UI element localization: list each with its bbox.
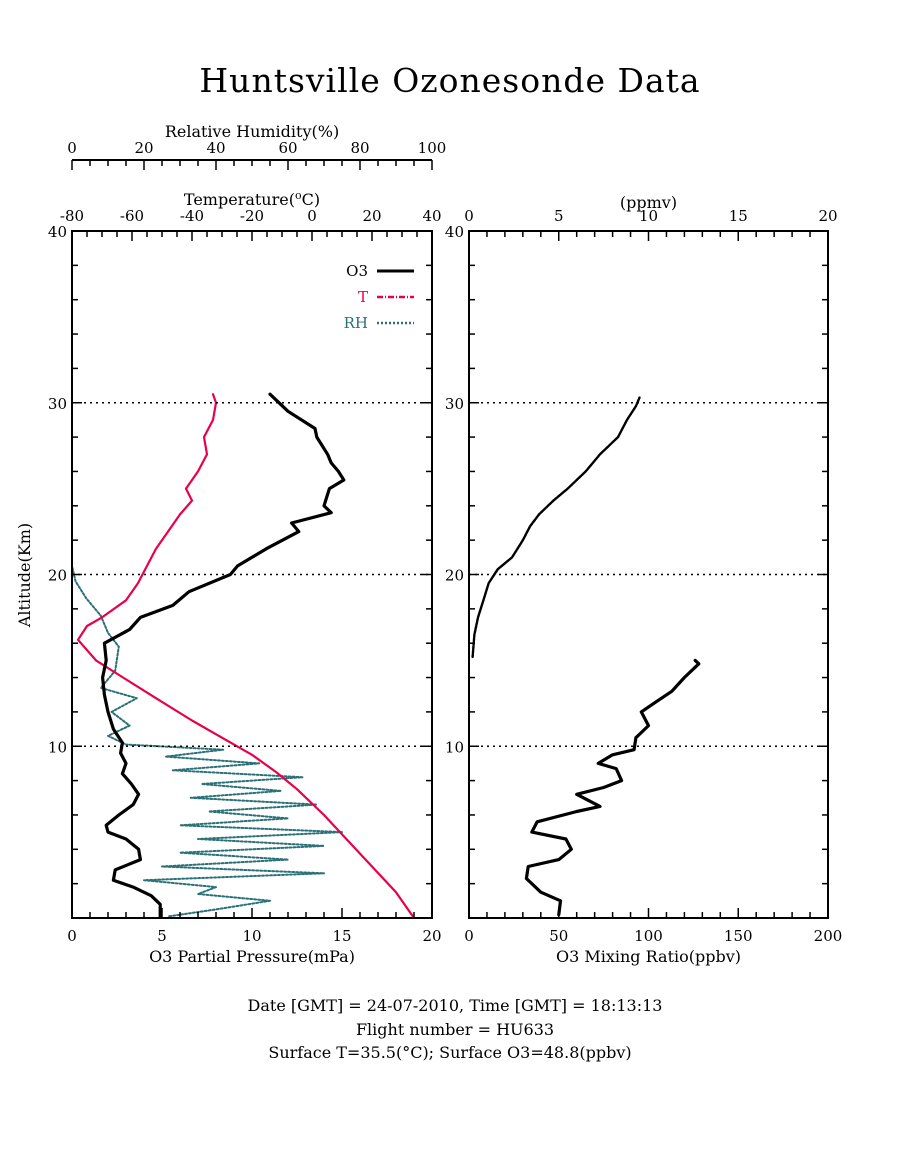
- left-temperature-xtick-label: 20: [362, 207, 381, 225]
- left-humidity-xtick-label: 60: [278, 139, 297, 157]
- left-temperature-xtick-label: 40: [422, 207, 441, 225]
- left-humidity-xtick-label: 100: [418, 139, 447, 157]
- left-ytick-label: 30: [48, 395, 67, 413]
- right-ppmv-xtick-label: 5: [554, 207, 564, 225]
- series-mixing-ratio-ppbv-line: [524, 658, 701, 917]
- left-bottom-xtick-label: 20: [422, 927, 441, 945]
- left-bottom-xtick-label: 0: [67, 927, 77, 945]
- left-panel-ozone-temp-rh: 10 20 30 40 0 5 10 15 20 O3 Partial Pressure(mPa)…: [15, 122, 446, 966]
- series-rh-line: [72, 393, 343, 918]
- right-ytick-label: 20: [445, 567, 464, 585]
- chart-title: Huntsville Ozonesonde Data: [199, 61, 700, 100]
- footer-flight-number: Flight number = HU633: [356, 1020, 554, 1039]
- left-ytick-label: 40: [48, 223, 67, 241]
- right-bottom-xtick-label: 200: [814, 927, 843, 945]
- left-temperature-xtick-label: -40: [180, 207, 204, 225]
- legend-label-o3: O3: [346, 262, 368, 280]
- legend-label-rh: RH: [344, 314, 368, 332]
- right-ytick-label: 30: [445, 395, 464, 413]
- left-bottom-xtick-label: 5: [157, 927, 167, 945]
- right-bottom-axis-title: O3 Mixing Ratio(ppbv): [556, 947, 741, 966]
- right-ppmv-xtick-label: 20: [818, 207, 837, 225]
- right-ppmv-axis-title: (ppmv): [620, 193, 677, 212]
- left-series-group: [72, 392, 416, 918]
- left-ytick-label: 10: [48, 738, 67, 756]
- series-temperature-line: [76, 393, 416, 918]
- series-mixing-ratio-ppmv-line: [471, 396, 641, 659]
- right-plot-frame: [468, 230, 829, 919]
- right-series-group: [471, 396, 701, 917]
- right-ppmv-xtick-label: 10: [639, 207, 658, 225]
- left-temperature-xtick-label: -60: [120, 207, 144, 225]
- y-axis-title: Altitude(Km): [15, 523, 34, 628]
- left-temperature-xtick-label: -80: [60, 207, 84, 225]
- right-ytick-label: 40: [445, 223, 464, 241]
- footer-surface-values: Surface T=35.5(°C); Surface O3=48.8(ppbv…: [268, 1043, 631, 1062]
- legend: O3 T RH: [344, 262, 414, 332]
- left-humidity-xtick-label: 20: [134, 139, 153, 157]
- right-ppmv-xtick-label: 15: [729, 207, 748, 225]
- left-humidity-xtick-label: 0: [67, 139, 77, 157]
- right-bottom-xtick-label: 0: [464, 927, 474, 945]
- left-bottom-axis-title: O3 Partial Pressure(mPa): [149, 947, 355, 966]
- left-humidity-xtick-label: 40: [206, 139, 225, 157]
- left-temperature-xtick-label: 0: [307, 207, 317, 225]
- footer-date-time: Date [GMT] = 24-07-2010, Time [GMT] = 18…: [248, 996, 663, 1015]
- left-temperature-axis-title: Temperature(oC): [184, 189, 320, 209]
- legend-label-t: T: [358, 288, 368, 306]
- left-humidity-xtick-label: 80: [350, 139, 369, 157]
- right-bottom-xtick-label: 150: [724, 927, 753, 945]
- right-bottom-xtick-label: 50: [549, 927, 568, 945]
- left-bottom-xtick-label: 15: [332, 927, 351, 945]
- left-humidity-axis-title: Relative Humidity(%): [165, 122, 339, 141]
- right-bottom-xtick-label: 100: [634, 927, 663, 945]
- series-o3-line: [100, 392, 346, 918]
- left-bottom-xtick-label: 10: [242, 927, 261, 945]
- left-temperature-xtick-label: -20: [240, 207, 264, 225]
- left-ytick-label: 20: [48, 567, 67, 585]
- right-ytick-label: 10: [445, 738, 464, 756]
- right-ppmv-xtick-label: 0: [464, 207, 474, 225]
